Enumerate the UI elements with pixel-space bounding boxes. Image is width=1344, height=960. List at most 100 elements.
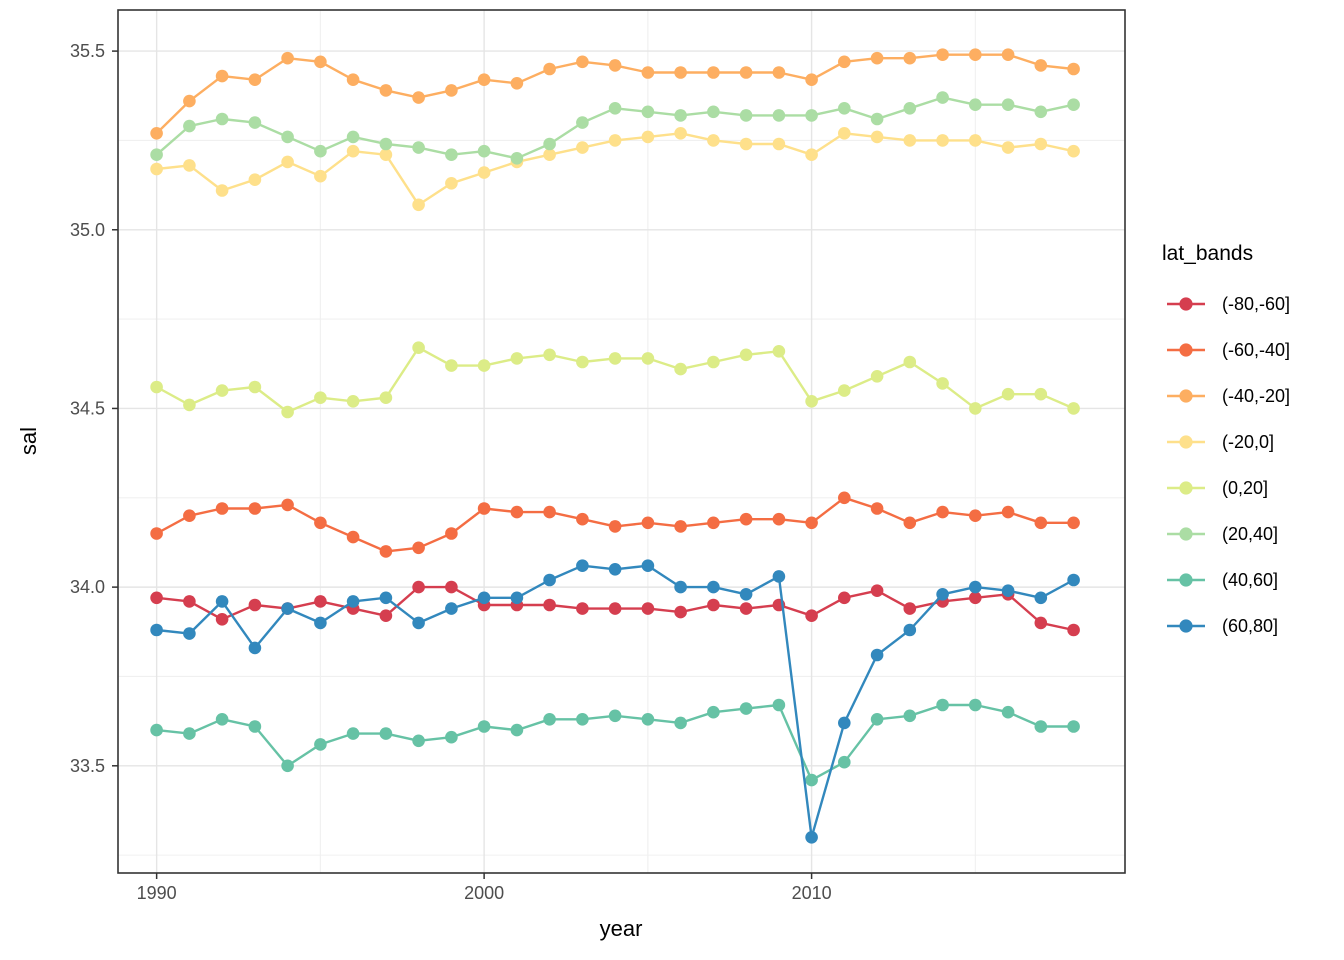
series-point-(-20,0] xyxy=(772,137,786,151)
series-point-(-20,0] xyxy=(903,134,917,147)
series-point-(60,80] xyxy=(379,591,393,605)
series-point-(60,80] xyxy=(314,616,327,630)
series-point-(60,80] xyxy=(576,559,589,572)
series-point-(40,60] xyxy=(838,755,851,769)
series-point-(-20,0] xyxy=(870,130,884,144)
series-point-(-80,-60] xyxy=(576,602,589,615)
series-point-(20,40] xyxy=(838,102,851,115)
series-point-(-80,-60] xyxy=(445,580,458,594)
series-point-(-40,-20] xyxy=(969,48,982,61)
series-point-(0,20] xyxy=(641,352,655,365)
series-point-(-60,-40] xyxy=(641,516,655,530)
series-point-(-20,0] xyxy=(412,198,425,212)
legend-key-point xyxy=(1179,389,1193,403)
series-point-(-20,0] xyxy=(969,134,982,147)
series-point-(-20,0] xyxy=(1001,141,1015,154)
series-point-(-40,-20] xyxy=(1001,48,1015,61)
series-point-(-20,0] xyxy=(281,155,294,169)
series-point-(-80,-60] xyxy=(805,609,818,622)
series-point-(-20,0] xyxy=(838,127,851,140)
series-point-(-60,-40] xyxy=(477,502,491,515)
legend-item-label: (40,60] xyxy=(1222,570,1278,590)
series-point-(-20,0] xyxy=(477,166,491,179)
series-point-(60,80] xyxy=(477,591,491,605)
series-point-(-60,-40] xyxy=(1067,516,1080,530)
series-point-(20,40] xyxy=(1034,105,1048,119)
series-point-(-20,0] xyxy=(150,162,163,176)
series-point-(0,20] xyxy=(903,355,917,369)
series-point-(0,20] xyxy=(314,391,327,405)
series-point-(-80,-60] xyxy=(314,595,327,608)
series-point-(-20,0] xyxy=(641,130,655,144)
series-point-(-60,-40] xyxy=(576,512,589,526)
series-point-(60,80] xyxy=(936,588,949,601)
series-point-(40,60] xyxy=(707,705,720,719)
series-point-(0,20] xyxy=(379,391,393,405)
legend-item-label: (-20,0] xyxy=(1222,432,1274,452)
legend-item-(60,80]: (60,80] xyxy=(1167,616,1278,636)
series-point-(0,20] xyxy=(445,359,458,372)
series-point-(-40,-20] xyxy=(150,127,163,140)
series-point-(40,60] xyxy=(969,698,982,712)
series-point-(-80,-60] xyxy=(1034,616,1048,630)
series-point-(-80,-60] xyxy=(838,591,851,605)
legend-item-(-80,-60]: (-80,-60] xyxy=(1167,294,1290,314)
series-point-(-80,-60] xyxy=(641,602,655,615)
series-point-(0,20] xyxy=(346,395,360,408)
series-point-(-20,0] xyxy=(543,148,556,161)
series-point-(40,60] xyxy=(772,698,786,712)
series-point-(0,20] xyxy=(281,405,294,419)
series-point-(60,80] xyxy=(346,595,360,608)
series-point-(-40,-20] xyxy=(674,66,687,79)
series-layer xyxy=(150,48,1080,844)
series-point-(-40,-20] xyxy=(1034,59,1048,72)
series-point-(20,40] xyxy=(936,91,949,104)
series-point-(20,40] xyxy=(445,148,458,161)
series-point-(20,40] xyxy=(281,130,294,144)
y-tick-label: 34.5 xyxy=(70,398,105,418)
series-point-(-20,0] xyxy=(379,148,393,161)
series-point-(-60,-40] xyxy=(739,512,753,526)
series-point-(-40,-20] xyxy=(412,91,425,104)
series-point-(20,40] xyxy=(412,141,425,154)
series-point-(-80,-60] xyxy=(608,602,622,615)
series-point-(60,80] xyxy=(870,648,884,662)
series-point-(20,40] xyxy=(641,105,655,119)
series-point-(40,60] xyxy=(510,723,524,737)
series-point-(60,80] xyxy=(183,627,196,640)
legend-item-(-20,0]: (-20,0] xyxy=(1167,432,1274,452)
series-point-(-40,-20] xyxy=(215,69,229,83)
series-point-(60,80] xyxy=(543,573,556,587)
series-point-(-40,-20] xyxy=(903,51,917,65)
series-point-(20,40] xyxy=(248,116,262,129)
series-point-(20,40] xyxy=(674,109,687,122)
series-point-(-40,-20] xyxy=(641,66,655,79)
series-point-(0,20] xyxy=(739,348,753,362)
series-point-(60,80] xyxy=(1067,573,1080,587)
series-point-(60,80] xyxy=(215,595,229,608)
series-point-(20,40] xyxy=(346,130,360,144)
series-point-(40,60] xyxy=(1067,720,1080,733)
series-point-(-40,-20] xyxy=(314,55,327,69)
series-point-(-40,-20] xyxy=(281,51,294,65)
series-point-(-40,-20] xyxy=(543,62,556,76)
series-point-(40,60] xyxy=(150,723,163,737)
series-point-(-60,-40] xyxy=(838,491,851,505)
series-point-(-40,-20] xyxy=(379,84,393,97)
series-point-(-80,-60] xyxy=(707,598,720,612)
series-point-(-60,-40] xyxy=(412,541,425,555)
series-point-(20,40] xyxy=(379,137,393,151)
series-point-(-80,-60] xyxy=(150,591,163,605)
y-tick-label: 35.5 xyxy=(70,41,105,61)
series-point-(-60,-40] xyxy=(936,505,949,519)
series-point-(40,60] xyxy=(870,713,884,726)
series-point-(60,80] xyxy=(838,716,851,730)
series-point-(20,40] xyxy=(576,116,589,129)
series-point-(-80,-60] xyxy=(183,595,196,608)
series-point-(-60,-40] xyxy=(379,545,393,558)
legend-item-label: (20,40] xyxy=(1222,524,1278,544)
series-point-(-20,0] xyxy=(1034,137,1048,151)
series-point-(0,20] xyxy=(805,395,818,408)
legend-item-label: (-60,-40] xyxy=(1222,340,1290,360)
series-point-(-60,-40] xyxy=(543,505,556,519)
